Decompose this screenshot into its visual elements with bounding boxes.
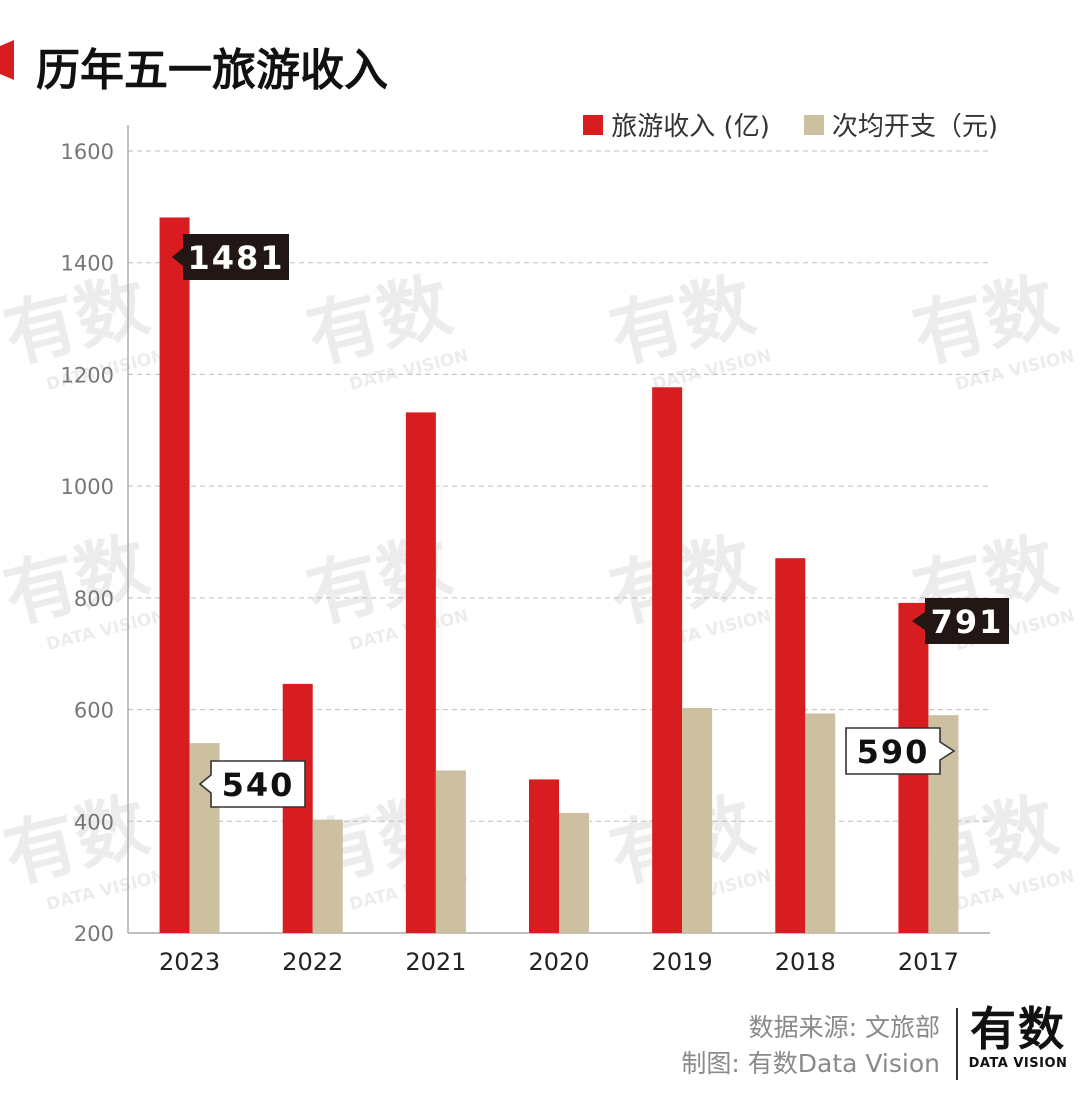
y-tick-label: 1000 [61, 475, 114, 499]
callout-text: 540 [222, 766, 295, 804]
chart-credit: 制图: 有数Data Vision [681, 1049, 940, 1078]
chart-legend: 旅游收入 (亿) 次均开支（元) [549, 106, 998, 143]
title-accent-icon [0, 40, 14, 80]
legend-swatch-spend [803, 114, 824, 135]
callout-box [198, 760, 306, 808]
x-tick-label: 2023 [159, 948, 220, 976]
bar-revenue [775, 558, 806, 933]
bar-revenue [652, 387, 683, 933]
y-tick-label: 800 [74, 587, 114, 611]
page-title: 历年五一旅游收入 [36, 45, 388, 96]
data-label-callout: 590 [845, 727, 956, 775]
y-tick-label: 1600 [61, 140, 114, 164]
logo-wordmark: 有数 [970, 1002, 1066, 1056]
data-source: 数据来源: 文旅部 [748, 1013, 940, 1042]
x-tick-label: 2019 [652, 948, 713, 976]
y-tick-label: 1200 [61, 363, 114, 387]
data-label-callout: 540 [198, 760, 306, 808]
logo-divider [956, 1008, 958, 1080]
callout-box [172, 234, 289, 280]
bar-revenue [405, 412, 436, 933]
bar-revenue [282, 683, 313, 933]
x-tick-label: 2017 [898, 948, 959, 976]
callout-box [845, 727, 956, 775]
bar-spend [559, 812, 589, 933]
data-label-callout: 791 [912, 598, 1009, 644]
x-tick-label: 2020 [528, 948, 589, 976]
x-tick-label: 2021 [405, 948, 466, 976]
callout-text: 590 [857, 733, 930, 771]
y-tick-label: 200 [74, 922, 114, 946]
bar-spend [805, 713, 836, 933]
legend-swatch-revenue [583, 114, 604, 135]
bar-spend [435, 770, 466, 933]
x-tick-label: 2022 [282, 948, 343, 976]
legend-label-spend: 次均开支（元) [831, 112, 998, 142]
legend-item-spend: 次均开支（元) [803, 106, 998, 143]
bar-revenue [159, 217, 190, 934]
y-tick-label: 600 [74, 699, 114, 723]
callout-text: 1481 [187, 239, 284, 277]
bar-revenue [529, 779, 559, 933]
bar-spend [312, 819, 343, 933]
x-tick-label: 2018 [775, 948, 836, 976]
callout-box [912, 598, 1009, 644]
y-tick-label: 1400 [61, 252, 114, 276]
brand-logo: 有数 DATA VISION [968, 1002, 1068, 1071]
y-tick-label: 400 [74, 810, 114, 834]
callout-text: 791 [931, 603, 1004, 641]
legend-label-revenue: 旅游收入 (亿) [611, 112, 770, 142]
logo-subtitle: DATA VISION [968, 1056, 1068, 1071]
legend-item-revenue: 旅游收入 (亿) [583, 106, 770, 143]
bar-spend [682, 707, 713, 933]
data-label-callout: 1481 [172, 234, 289, 280]
